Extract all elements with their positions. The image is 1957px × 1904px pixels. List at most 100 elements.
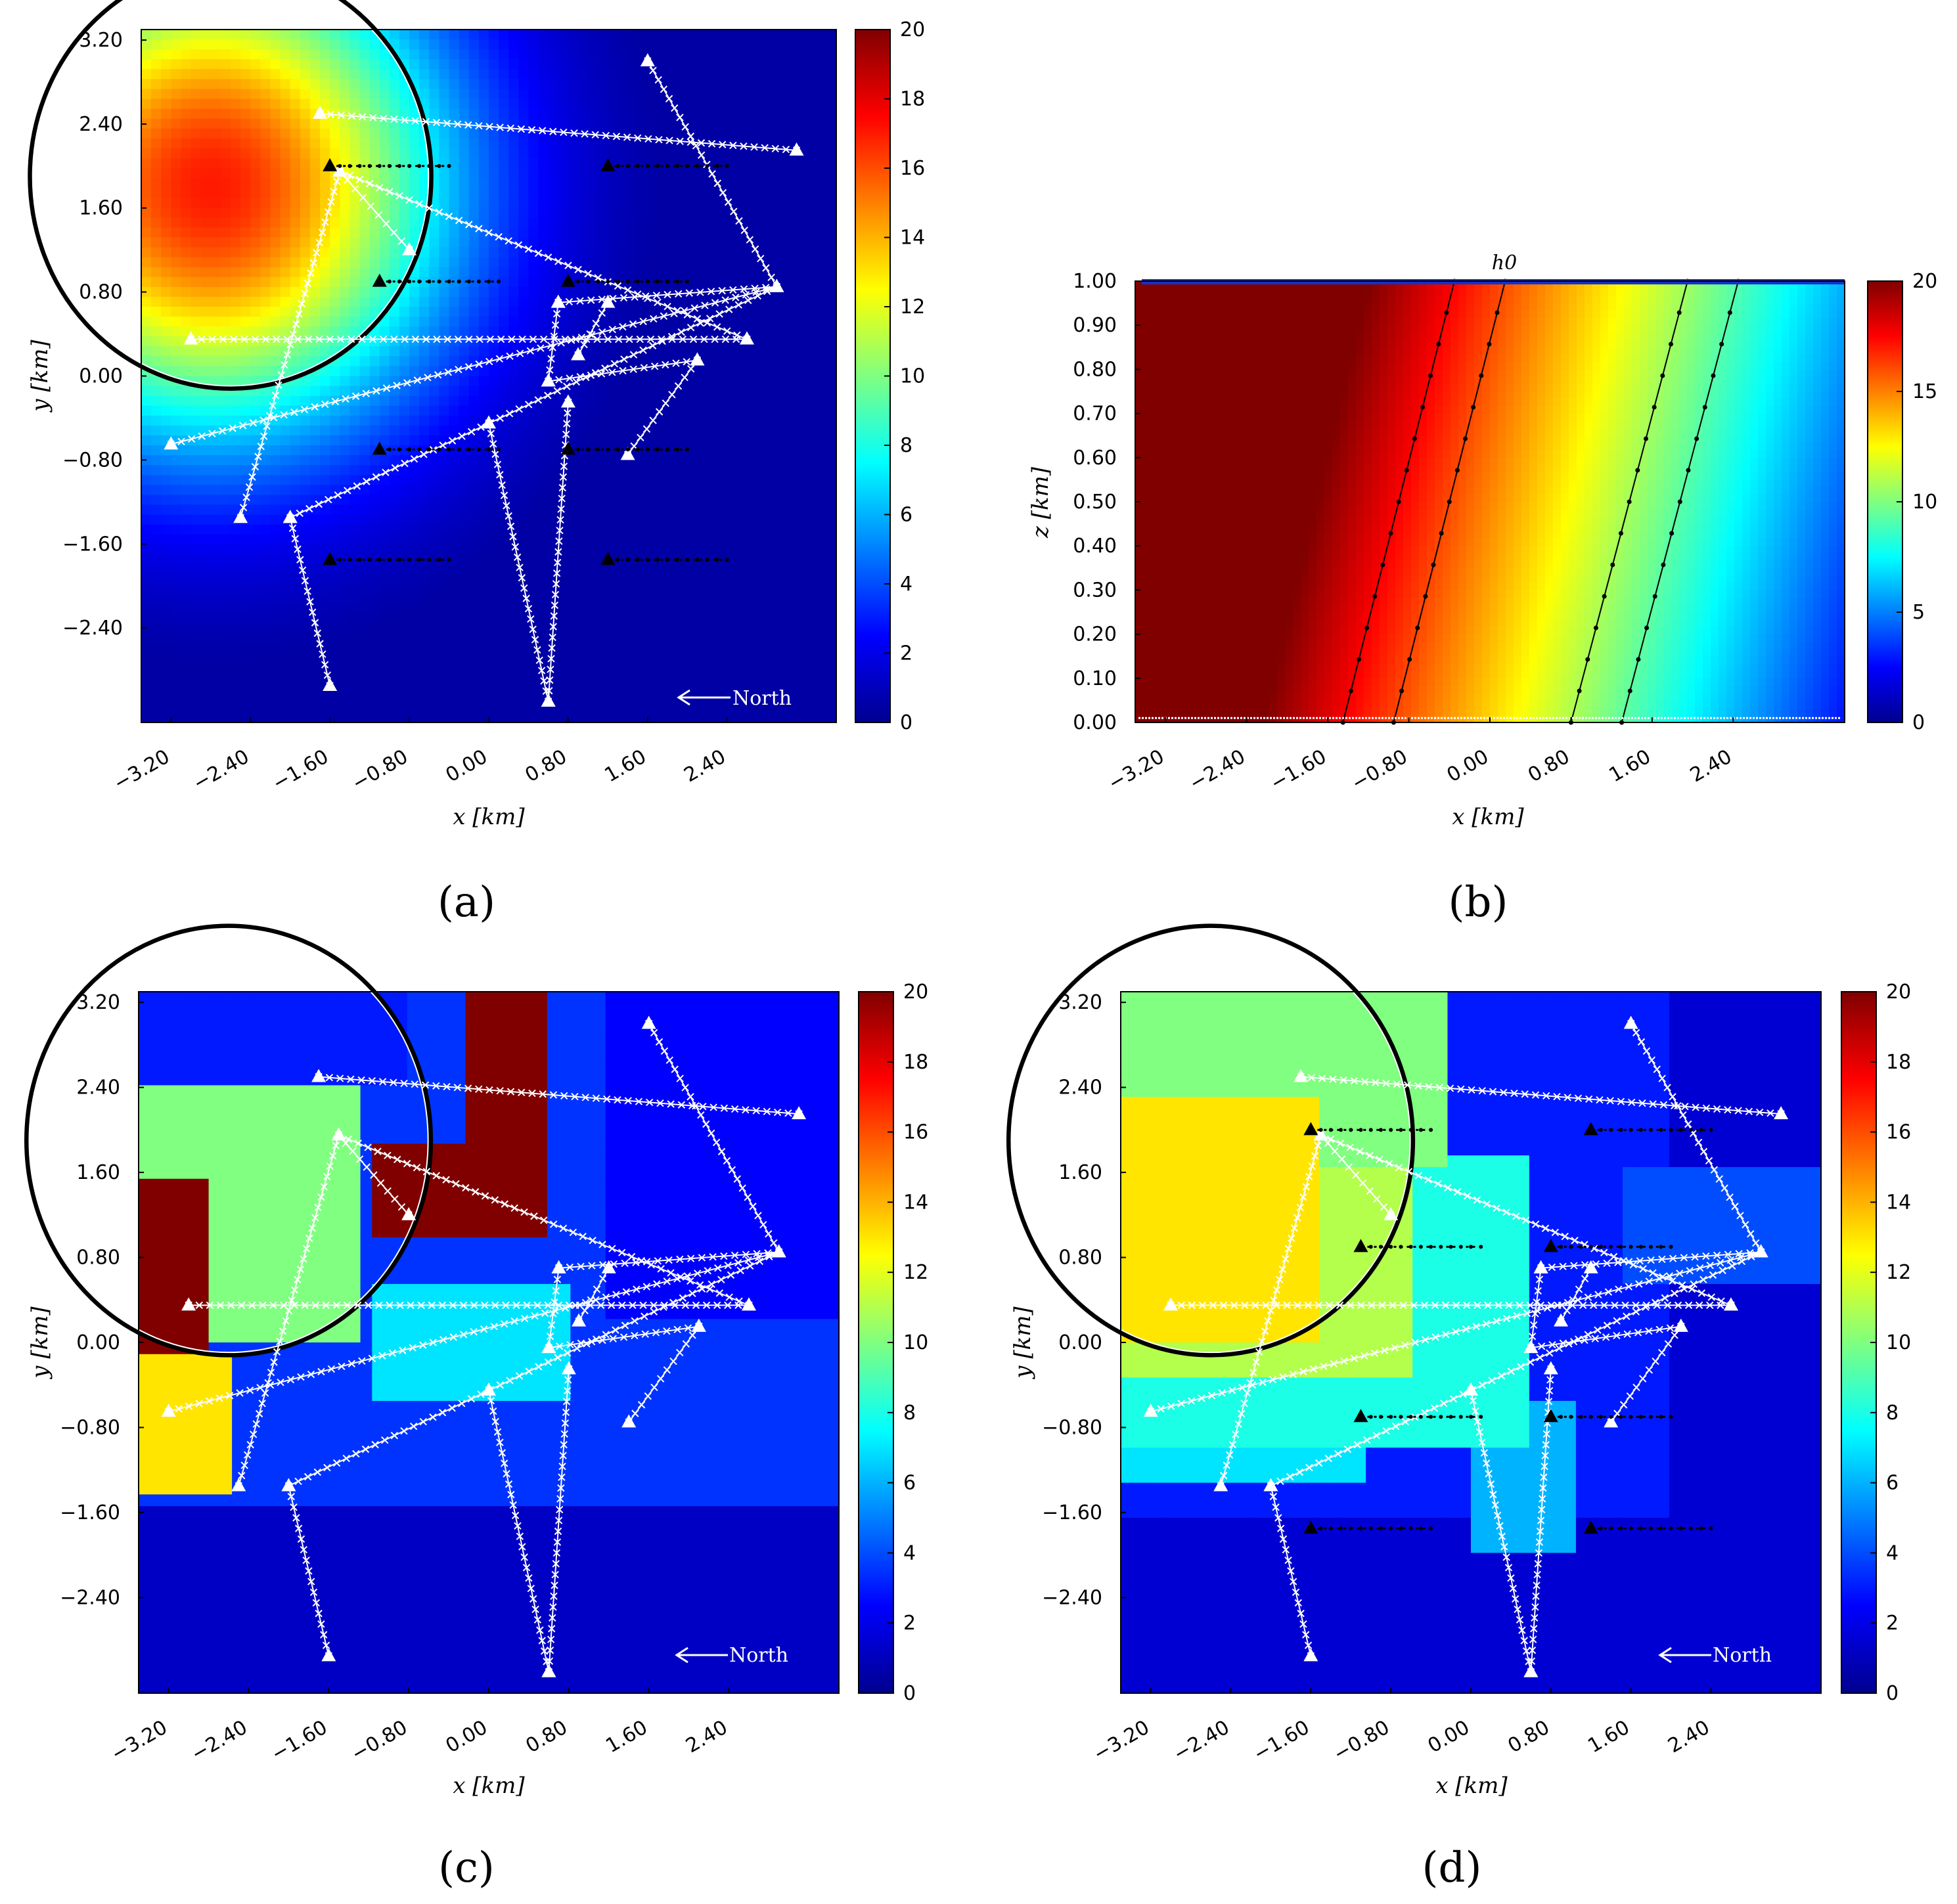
heatmap-cell [677, 445, 688, 456]
heatmap-cell [588, 128, 598, 139]
heatmap-cell [141, 613, 152, 624]
heatmap-cell [191, 573, 202, 585]
heatmap-cell [250, 702, 261, 713]
heatmap-cell [637, 198, 648, 208]
heatmap-cell [468, 524, 480, 535]
heatmap-cell [359, 346, 371, 357]
heatmap-cell [449, 485, 460, 495]
heatmap-cell [300, 702, 311, 713]
heatmap-cell [746, 425, 757, 436]
heatmap-cell [548, 237, 559, 248]
heatmap-cell [548, 168, 559, 179]
heatmap-cell [231, 445, 241, 456]
heatmap-cell [270, 267, 281, 278]
heatmap-cell [200, 69, 212, 79]
heatmap-cell [200, 39, 212, 50]
heatmap-cell [210, 326, 221, 337]
heatmap-cell [181, 544, 192, 555]
heatmap-cell [459, 128, 470, 139]
heatmap-cell [340, 395, 350, 407]
source-point [427, 164, 432, 168]
heatmap-cell [757, 435, 767, 446]
heatmap-cell [359, 99, 371, 110]
heatmap-cell [399, 613, 410, 624]
heatmap-cell [736, 208, 748, 218]
heatmap-cell [528, 49, 539, 60]
heatmap-cell [736, 584, 748, 594]
heatmap-cell [687, 604, 698, 614]
heatmap-cell [538, 59, 549, 70]
heatmap-cell [786, 198, 798, 208]
heatmap-cell [191, 564, 202, 575]
heatmap-cell [349, 128, 361, 139]
heatmap-cell [618, 198, 629, 208]
heatmap-cell [578, 405, 589, 416]
heatmap-cell [707, 643, 718, 654]
heatmap-cell [330, 544, 340, 555]
heatmap-cell [349, 59, 361, 70]
heatmap-cell [806, 534, 817, 545]
heatmap-cell [786, 188, 798, 198]
heatmap-cell [826, 138, 837, 149]
heatmap-cell [478, 524, 489, 535]
heatmap-cell [528, 188, 539, 198]
heatmap-cell [538, 534, 549, 545]
heatmap-cell [627, 643, 639, 654]
heatmap-cell [250, 643, 261, 654]
heatmap-cell [359, 653, 371, 664]
heatmap-cell [568, 257, 579, 268]
heatmap-cell [816, 118, 827, 129]
heatmap-cell [151, 79, 162, 90]
heatmap-cell [389, 178, 400, 188]
heatmap-cell [707, 277, 718, 288]
heatmap-cell [578, 475, 589, 485]
heatmap-cell [171, 317, 182, 327]
heatmap-cell [489, 317, 499, 327]
heatmap-cell [359, 158, 371, 169]
heatmap-cell [478, 376, 489, 387]
heatmap-cell [786, 247, 798, 258]
heatmap-cell [161, 682, 171, 694]
heatmap-cell [518, 534, 529, 545]
heatmap-cell [767, 79, 777, 90]
heatmap-cell [151, 445, 162, 456]
heatmap-cell [359, 544, 371, 555]
heatmap-cell [280, 237, 291, 248]
heatmap-cell [568, 653, 579, 664]
heatmap-cell [717, 643, 728, 654]
heatmap-cell [627, 267, 639, 278]
heatmap-cell [518, 168, 529, 179]
heatmap-cell [816, 267, 827, 278]
heatmap-cell [736, 366, 748, 377]
heatmap-cell [260, 633, 271, 644]
heatmap-cell [588, 227, 598, 238]
heatmap-cell [816, 495, 827, 506]
heatmap-cell [200, 702, 212, 713]
heatmap-cell [359, 376, 371, 387]
heatmap-cell [419, 633, 430, 644]
heatmap-cell [389, 198, 400, 208]
heatmap-cell [538, 227, 549, 238]
heatmap-cell [687, 277, 698, 288]
heatmap-cell [746, 317, 757, 327]
heatmap-cell [568, 208, 579, 218]
heatmap-cell [806, 712, 817, 723]
heatmap-cell [538, 108, 549, 120]
heatmap-cell [439, 336, 450, 347]
heatmap-cell [300, 395, 311, 407]
heatmap-cell [330, 376, 340, 387]
heatmap-cell [300, 485, 311, 495]
heatmap-cell [746, 198, 757, 208]
heatmap-cell [359, 405, 371, 416]
heatmap-cell [449, 386, 460, 397]
heatmap-cell [697, 168, 708, 179]
heatmap-cell [508, 89, 519, 100]
heatmap-cell [667, 128, 678, 139]
heatmap-cell [468, 286, 480, 298]
heatmap-cell [667, 613, 678, 624]
heatmap-cell [558, 30, 569, 40]
heatmap-cell [439, 99, 450, 110]
heatmap-cell [379, 395, 390, 407]
heatmap-cell [260, 286, 271, 298]
heatmap-cell [231, 376, 241, 387]
